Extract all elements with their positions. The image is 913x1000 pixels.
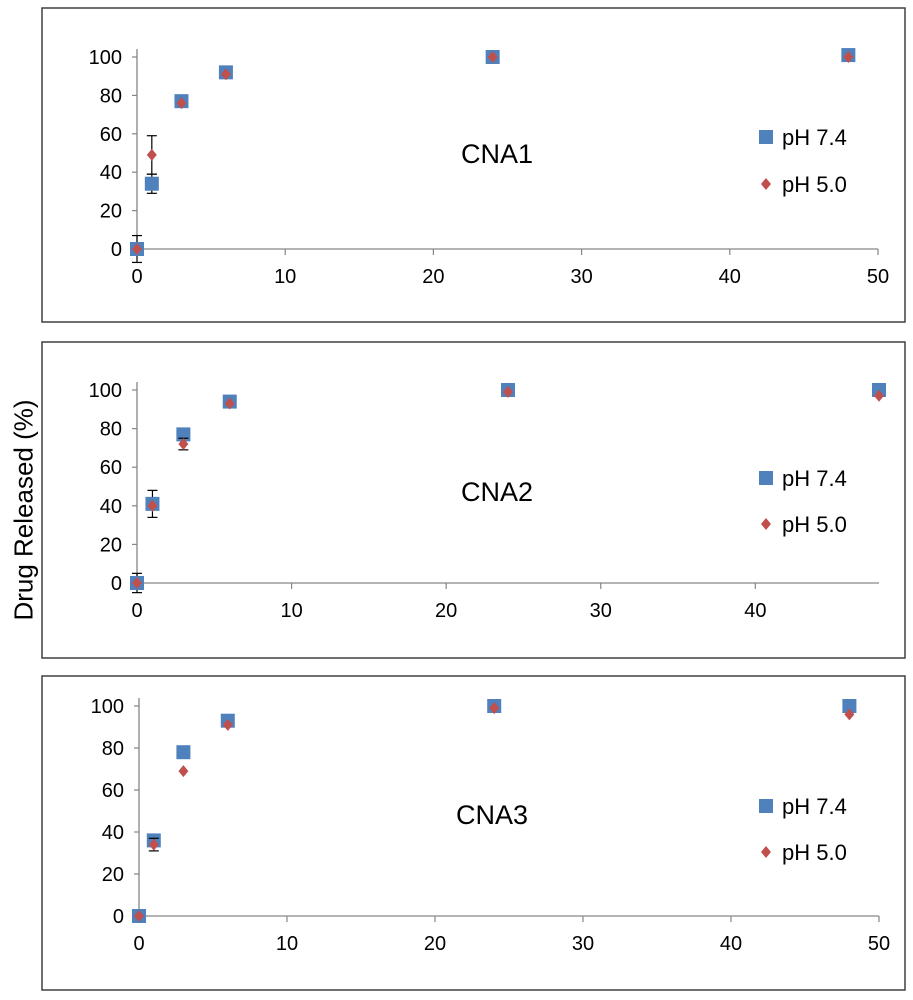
panel-3-x-tick-label: 50 xyxy=(868,933,890,955)
panel-2-ph50-point xyxy=(503,385,513,398)
panel-1-legend-ph74-marker xyxy=(759,130,773,144)
panel-1-x-tick-label: 30 xyxy=(570,266,592,288)
panel-1-ph74-point xyxy=(144,176,159,191)
panel-3-y-tick-label: 0 xyxy=(113,906,124,928)
panel-1-y-tick-label: 60 xyxy=(100,124,122,146)
panel-3-title: CNA3 xyxy=(456,800,528,830)
panel-3-ph50-point xyxy=(134,910,144,922)
panel-3-ph74-point xyxy=(842,699,857,713)
panel-3-ph50-point xyxy=(222,718,233,731)
panel-1-x-tick-label: 10 xyxy=(274,266,296,288)
panel-3-ph50-point xyxy=(178,765,189,778)
panel-1-y-tick-label: 80 xyxy=(100,85,122,107)
panel-2-frame xyxy=(41,341,906,659)
panel-2-x-tick-label: 10 xyxy=(280,600,302,622)
panel-2-ph50-point xyxy=(874,389,884,402)
panel-1-x-tick-label: 20 xyxy=(422,266,444,288)
panel-1-y-tick-label: 100 xyxy=(89,47,122,69)
panel-3-legend-ph74-label: pH 7.4 xyxy=(782,794,847,819)
panel-3-x-tick-label: 30 xyxy=(572,933,594,955)
panel-3-legend-ph50-label: pH 5.0 xyxy=(782,840,847,865)
panel-2-x-tick-label: 40 xyxy=(744,600,766,622)
panel-2-x-tick-label: 0 xyxy=(131,600,142,622)
panel-2-x-tick-label: 30 xyxy=(590,600,612,622)
panel-2-y-tick-label: 80 xyxy=(100,419,122,441)
panel-2-title: CNA2 xyxy=(461,477,533,507)
panel-2-legend-ph74-marker xyxy=(759,471,773,485)
panel-2-legend-ph50-marker xyxy=(761,518,771,530)
panel-1-frame xyxy=(41,7,906,323)
panel-3-ph50-point xyxy=(844,708,855,721)
panel-1-ph50-point xyxy=(220,68,231,81)
panel-2-ph50-point xyxy=(147,499,158,512)
panel-2-y-tick-label: 40 xyxy=(100,496,122,518)
panel-2-y-tick-label: 60 xyxy=(100,457,122,479)
panel-3-x-tick-label: 0 xyxy=(133,933,144,955)
panel-1-y-tick-label: 20 xyxy=(100,201,122,223)
y-axis-label-text: Drug Released (%) xyxy=(8,399,39,621)
panel-2-x-tick-label: 20 xyxy=(435,600,457,622)
panel-1-x-tick-label: 0 xyxy=(131,266,142,288)
panel-3-y-tick-label: 80 xyxy=(102,738,124,760)
y-axis-label: Drug Released (%) xyxy=(4,399,44,620)
panel-3-x-tick-label: 20 xyxy=(424,933,446,955)
panel-3-legend-ph74-marker xyxy=(759,799,773,813)
panel-3-ph74-point xyxy=(176,745,191,760)
panel-1-legend-ph50-label: pH 5.0 xyxy=(782,172,847,197)
panel-2-ph50-point xyxy=(224,397,235,410)
panel-1-legend-ph74-label: pH 7.4 xyxy=(782,125,847,150)
panel-1-legend-ph50-marker xyxy=(761,178,771,190)
panel-3-frame xyxy=(41,675,906,991)
panel-1-ph50-point xyxy=(843,51,854,63)
panel-2-y-tick-label: 100 xyxy=(89,380,122,402)
panel-3-legend-ph50-marker xyxy=(761,846,771,858)
panel-3-y-tick-label: 60 xyxy=(102,780,124,802)
panel-3-ph50-point xyxy=(489,702,500,715)
panel-3-x-tick-label: 10 xyxy=(276,933,298,955)
panel-1-title: CNA1 xyxy=(461,139,533,169)
panel-2-y-tick-label: 20 xyxy=(100,534,122,556)
panel-3-y-tick-label: 100 xyxy=(91,696,124,718)
panel-2-y-tick-label: 0 xyxy=(111,573,122,595)
panel-3-y-tick-label: 40 xyxy=(102,822,124,844)
panel-1-y-tick-label: 0 xyxy=(111,239,122,261)
panel-1-y-tick-label: 40 xyxy=(100,162,122,184)
panel-1-x-tick-label: 40 xyxy=(719,266,741,288)
panel-1-ph50-point xyxy=(132,243,142,255)
panel-2-ph50-point xyxy=(178,438,189,451)
panel-1-x-tick-label: 50 xyxy=(867,266,889,288)
panel-2-ph50-point xyxy=(132,577,142,589)
panel-1-ph50-point xyxy=(146,148,157,161)
panel-2-legend-ph74-label: pH 7.4 xyxy=(782,466,847,491)
panel-1-ph50-point xyxy=(487,51,498,63)
panel-3-y-tick-label: 20 xyxy=(102,864,124,886)
panel-3-x-tick-label: 40 xyxy=(720,933,742,955)
panel-1-ph50-point xyxy=(176,97,187,110)
panel-2-legend-ph50-label: pH 5.0 xyxy=(782,512,847,537)
panel-3-ph50-point xyxy=(148,838,159,851)
